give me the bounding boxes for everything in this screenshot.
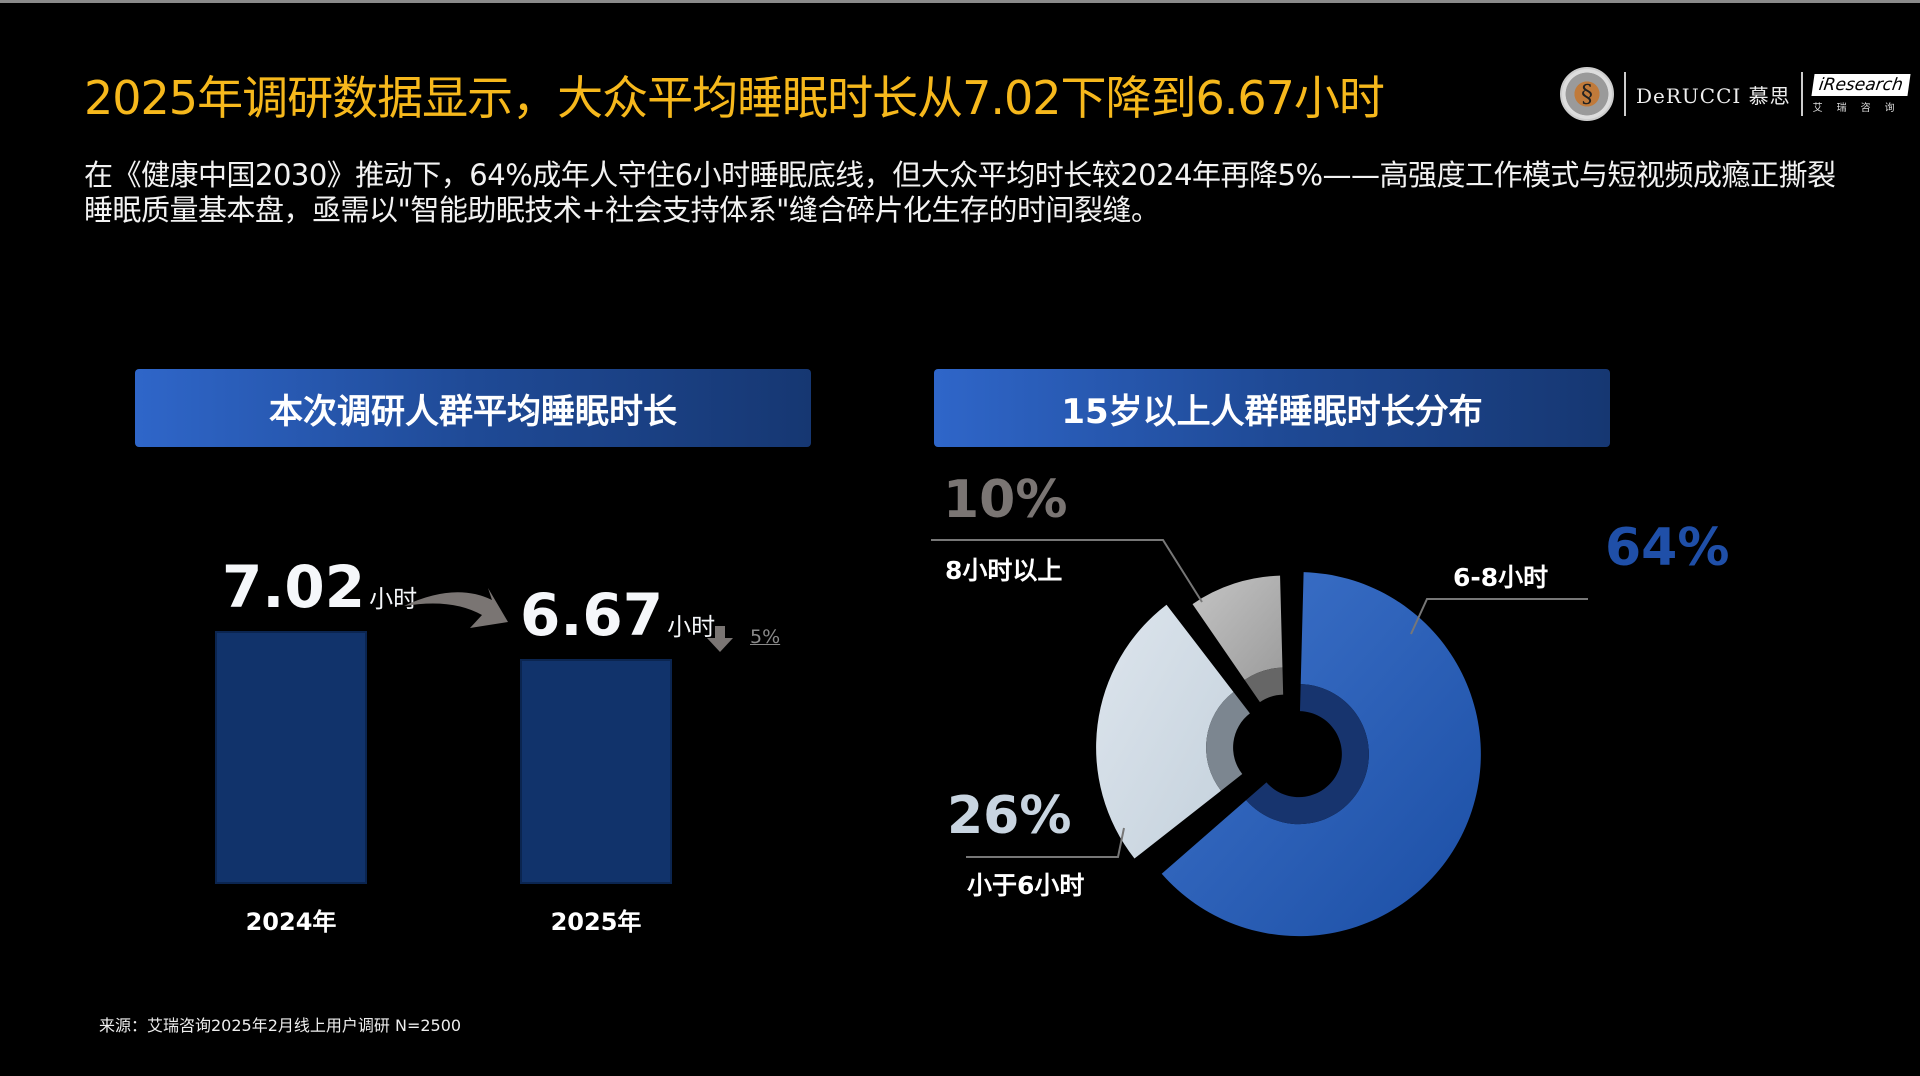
- logo-bar: § DeRUCCI 慕思 iResearch 艾瑞咨询: [1560, 66, 1911, 122]
- derucci-logo: DeRUCCI 慕思: [1636, 83, 1791, 108]
- page-subtitle: 在《健康中国2030》推动下，64%成年人守住6小时睡眠底线，但大众平均时长较2…: [84, 158, 1836, 227]
- bar-2025: [520, 659, 672, 884]
- leader-line-64: [1410, 598, 1588, 635]
- bar-value-2025: 6.67 小时: [520, 581, 716, 650]
- divider: [1624, 72, 1626, 116]
- x-tick-2024: 2024年: [245, 908, 337, 936]
- iresearch-logo-cn: 艾瑞咨询: [1812, 103, 1909, 114]
- bar-2024: [215, 631, 367, 884]
- pie-label-8h-plus: 8小时以上: [945, 556, 1063, 585]
- pie-label-under-6h: 小于6小时: [967, 871, 1085, 900]
- pie-slice-inner-64: [1246, 684, 1369, 825]
- pie-chart-header: 15岁以上人群睡眠时长分布: [934, 369, 1610, 447]
- pie-slice-26: [1096, 604, 1234, 859]
- source-note: 来源：艾瑞咨询2025年2月线上用户调研 N=2500: [99, 1016, 462, 1035]
- iresearch-logo: iResearch 艾瑞咨询: [1811, 74, 1911, 114]
- donut-chart: [1096, 572, 1481, 937]
- pie-slice-64: [1161, 572, 1481, 937]
- top-border: [0, 0, 1920, 3]
- sleep-society-seal-logo: §: [1560, 67, 1614, 121]
- bar-value-2024: 7.02 小时: [222, 553, 418, 622]
- unit-label: 小时: [369, 585, 418, 614]
- down-arrow-icon: [707, 626, 733, 652]
- leader-line-26: [966, 827, 1125, 858]
- page-title: 2025年调研数据显示，大众平均睡眠时长从7.02下降到6.67小时: [84, 71, 1385, 125]
- pie-slice-10: [1192, 575, 1283, 680]
- pie-slice-inner-10: [1244, 667, 1284, 703]
- change-label: 5%: [750, 626, 781, 648]
- x-tick-2025: 2025年: [550, 908, 642, 936]
- pie-value-26: 26%: [947, 786, 1072, 846]
- pie-value-64: 64%: [1605, 518, 1730, 578]
- unit-label: 小时: [667, 613, 716, 642]
- trend-arrow-icon: [404, 588, 508, 628]
- pie-value-10: 10%: [943, 470, 1068, 530]
- leader-line-10: [931, 539, 1203, 603]
- pie-slice-inner-26: [1206, 691, 1250, 791]
- pie-label-6-8h: 6-8小时: [1453, 563, 1549, 592]
- bar-chart-header: 本次调研人群平均睡眠时长: [135, 369, 811, 447]
- divider: [1800, 72, 1803, 116]
